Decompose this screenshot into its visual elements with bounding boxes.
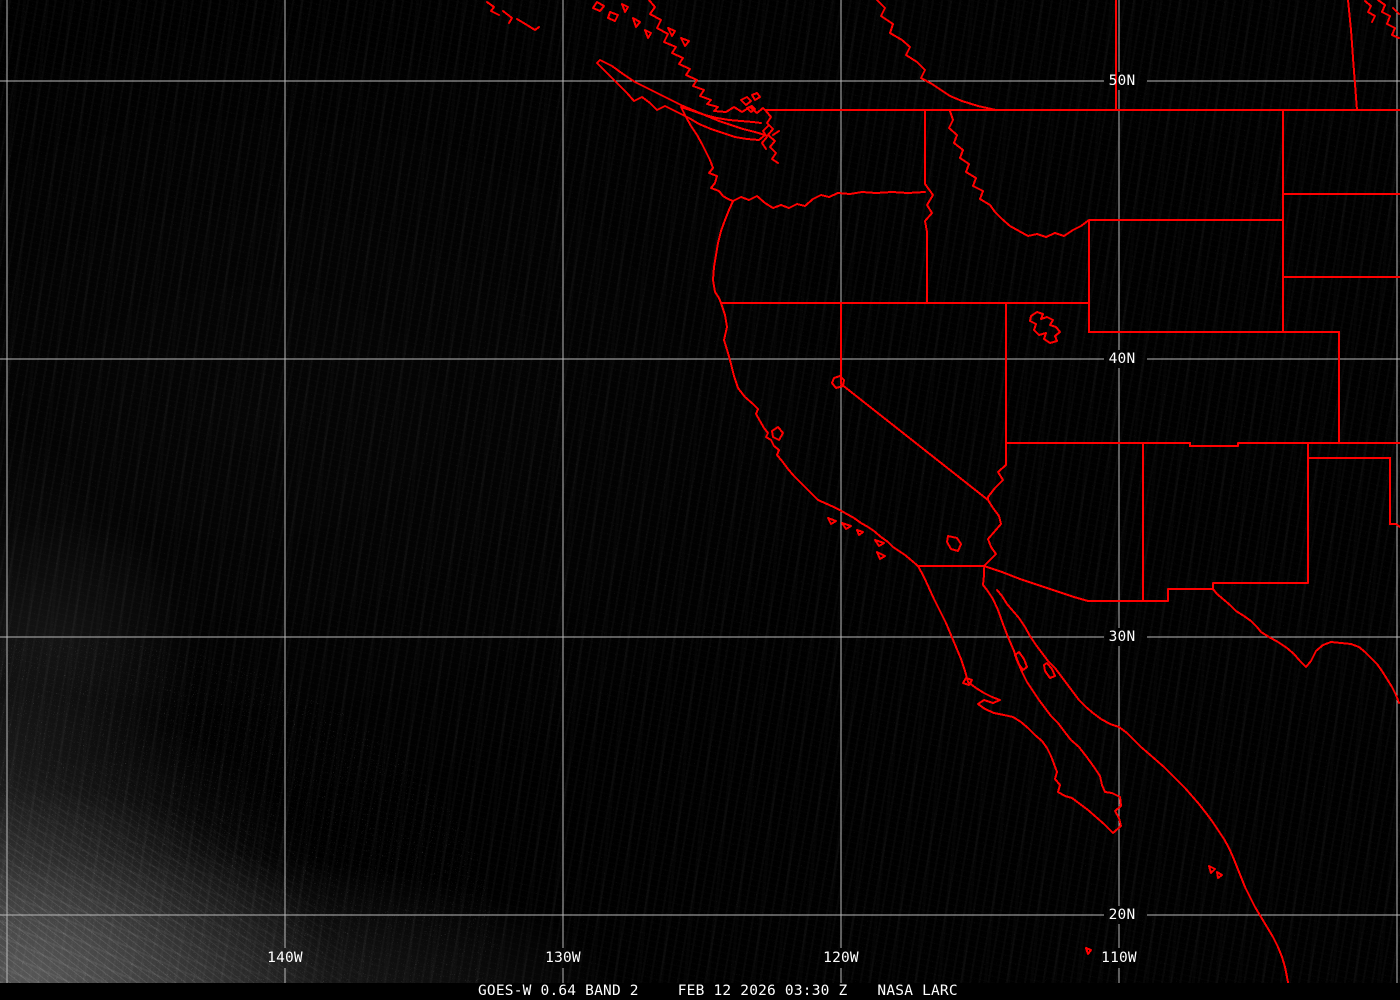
longitude-label-120w: 120W bbox=[823, 950, 859, 966]
baja-california-peninsula bbox=[917, 565, 1122, 834]
oklahoma-panhandle bbox=[1307, 457, 1400, 528]
washington-oregon-columbia-river bbox=[732, 191, 926, 209]
caption-credit: NASA LARC bbox=[877, 983, 958, 999]
mexico-mainland-coast bbox=[996, 589, 1291, 1000]
pacific-coast-wa-or-ca bbox=[680, 106, 919, 567]
caption-bar: GOES-W 0.64 BAND 2 FEB 12 2026 03:30 Z NAS… bbox=[0, 983, 1400, 1000]
bc-alberta-divide bbox=[876, 0, 997, 111]
newmexico-bootheel bbox=[1142, 582, 1214, 602]
colorado-river-border bbox=[983, 442, 1007, 567]
caption-instrument: GOES-W 0.64 BAND 2 bbox=[478, 983, 639, 999]
us-mexico-border bbox=[917, 565, 1400, 704]
latitude-label-50n: 50N bbox=[1108, 73, 1136, 89]
san-juan-islands bbox=[740, 92, 761, 113]
haida-gwaii-islands bbox=[486, 1, 540, 31]
great-salt-lake bbox=[1029, 311, 1061, 344]
vancouver-island bbox=[596, 59, 766, 141]
coastlines bbox=[486, 0, 1291, 1000]
salton-sea bbox=[946, 535, 962, 552]
lakes bbox=[831, 311, 1061, 552]
latitude-label-40n: 40N bbox=[1108, 351, 1136, 367]
small-islets bbox=[1085, 865, 1223, 955]
washington-idaho-oregon-idaho-border bbox=[924, 109, 934, 304]
us-state-borders bbox=[720, 109, 1400, 602]
bc-island-cluster bbox=[592, 1, 690, 47]
longitude-label-140w: 140W bbox=[267, 950, 303, 966]
saskatchewan-manitoba-border bbox=[1347, 0, 1358, 111]
caption-datetime: FEB 12 2026 03:30 Z bbox=[677, 983, 848, 999]
arizona-mexico-border bbox=[983, 565, 1144, 602]
gulf-of-california-islands bbox=[1014, 651, 1056, 679]
idaho-montana-divide bbox=[948, 110, 1090, 238]
california-nevada-border bbox=[840, 302, 989, 501]
manitoba-lakes bbox=[1364, 0, 1400, 39]
puget-sound bbox=[761, 110, 780, 164]
olympic-peninsula-north-coast bbox=[680, 106, 762, 124]
san-francisco-bay bbox=[771, 426, 784, 441]
lake-tahoe bbox=[831, 375, 845, 389]
latitude-label-30n: 30N bbox=[1108, 629, 1136, 645]
cedros-island bbox=[962, 677, 973, 686]
texas-newmexico-border bbox=[1212, 442, 1309, 584]
image-caption: GOES-W 0.64 BAND 2 FEB 12 2026 03:30 Z NAS… bbox=[478, 983, 958, 999]
bc-mainland-coast bbox=[648, 0, 767, 114]
longitude-label-130w: 130W bbox=[545, 950, 581, 966]
canada-borders bbox=[765, 0, 1400, 111]
longitude-label-110w: 110W bbox=[1101, 950, 1137, 966]
rio-grande bbox=[1212, 588, 1400, 704]
border-37n bbox=[1005, 442, 1400, 447]
latitude-label-20n: 20N bbox=[1108, 907, 1136, 923]
channel-islands bbox=[827, 517, 886, 560]
